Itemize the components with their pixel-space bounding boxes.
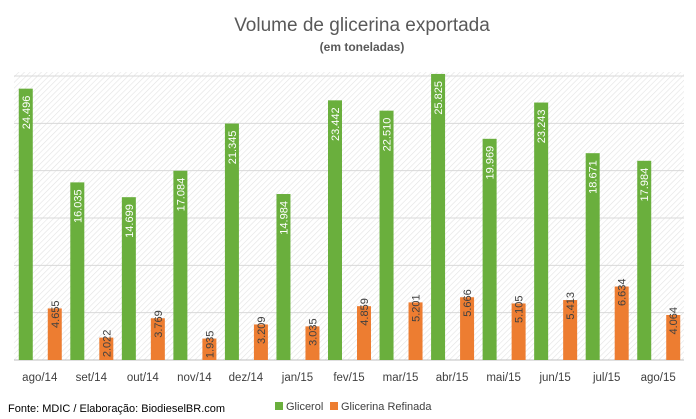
value-label-glicerol: 17.984 (639, 168, 651, 202)
bar-glicerina-refinada (253, 324, 268, 360)
bar-glicerol (328, 100, 342, 360)
bar-glicerol (276, 194, 291, 360)
value-label-glicerina-refinada: 5.201 (411, 294, 423, 322)
plot-area (14, 72, 684, 360)
legend: Glicerol Glicerina Refinada (275, 401, 432, 413)
bar-glicerina-refinada (150, 318, 165, 360)
category-labels: ago/14 set/14 out/14 nov/14 dez/14 jan/15 fev/… (22, 372, 676, 384)
value-labels: 24.496 4.655 16.035 2.022 14.699 3.769 17.084 1… (21, 81, 680, 358)
category-label: jun/15 (538, 372, 570, 384)
value-label-glicerol: 14.984 (278, 201, 290, 235)
bar-glicerina-refinada (666, 314, 681, 360)
category-label: jan/15 (281, 372, 313, 384)
value-label-glicerina-refinada: 5.105 (514, 295, 526, 323)
legend-label-glicerina-refinada: Glicerina Refinada (341, 401, 432, 413)
category-label: set/14 (76, 372, 108, 384)
value-label-glicerina-refinada: 3.209 (256, 316, 268, 344)
value-label-glicerol: 25.825 (433, 81, 445, 115)
value-label-glicerol: 23.442 (330, 107, 342, 141)
bar-glicerol (482, 138, 497, 360)
category-label: out/14 (127, 372, 160, 384)
bar-glicerina-refinada (511, 303, 526, 360)
value-label-glicerina-refinada: 4.655 (50, 300, 62, 328)
value-label-glicerol: 23.243 (536, 110, 548, 144)
value-label-glicerina-refinada: 4.859 (359, 298, 371, 326)
source-note: Fonte: MDIC / Elaboração: BiodieselBR.co… (8, 403, 225, 415)
chart-subtitle: (em toneladas) (320, 40, 405, 54)
category-label: jul/15 (592, 372, 621, 384)
bar-glicerina-refinada (47, 308, 62, 360)
value-label-glicerol: 22.510 (382, 118, 394, 152)
legend-swatch-glicerol (275, 402, 283, 410)
legend-label-glicerol: Glicerol (286, 401, 323, 413)
value-label-glicerol: 21.345 (227, 131, 239, 165)
category-label: mar/15 (383, 372, 419, 384)
bar-glicerol (18, 88, 33, 360)
bars (18, 73, 681, 361)
category-label: mai/15 (486, 372, 521, 384)
bar-glicerina-refinada (357, 306, 371, 360)
bar-glicerol (431, 73, 446, 360)
bar-glicerina-refinada (563, 300, 578, 360)
category-label: ago/15 (641, 372, 676, 384)
chart-title: Volume de glicerina exportada (234, 15, 490, 36)
value-label-glicerina-refinada: 3.035 (307, 318, 319, 346)
category-label: ago/14 (22, 372, 58, 384)
bar-glicerina-refinada (305, 326, 320, 360)
value-label-glicerol: 18.671 (588, 160, 600, 194)
value-label-glicerina-refinada: 5.666 (462, 289, 474, 317)
value-label-glicerol: 19.969 (485, 146, 497, 180)
bar-glicerol (224, 123, 239, 360)
bar-glicerol (173, 170, 188, 360)
value-label-glicerol: 14.699 (124, 204, 136, 238)
value-label-glicerina-refinada: 6.634 (617, 279, 629, 307)
bar-glicerol (70, 182, 85, 360)
value-label-glicerol: 24.496 (21, 96, 33, 130)
bar-glicerina-refinada (99, 337, 114, 360)
bar-glicerol (534, 102, 549, 361)
category-label: dez/14 (229, 372, 264, 384)
bar-glicerol (379, 110, 394, 360)
bar-glicerina-refinada (202, 338, 217, 360)
value-label-glicerol: 17.084 (175, 178, 187, 212)
bar-glicerina-refinada (614, 286, 629, 360)
bar-glicerina-refinada (460, 297, 475, 360)
bar-glicerina-refinada (408, 302, 423, 360)
bar-glicerol (121, 197, 136, 360)
category-label: fev/15 (333, 372, 364, 384)
category-label: nov/14 (177, 372, 212, 384)
value-label-glicerina-refinada: 3.769 (153, 310, 165, 338)
category-label: abr/15 (436, 372, 469, 384)
value-label-glicerol: 16.035 (72, 189, 84, 223)
bar-glicerol (637, 160, 652, 360)
bar-glicerol (585, 153, 600, 360)
value-label-glicerina-refinada: 2.022 (101, 330, 113, 358)
legend-swatch-glicerina-refinada (330, 402, 338, 410)
value-label-glicerina-refinada: 5.413 (565, 292, 577, 320)
value-label-glicerina-refinada: 1.935 (204, 331, 216, 359)
value-label-glicerina-refinada: 4.064 (668, 307, 680, 335)
